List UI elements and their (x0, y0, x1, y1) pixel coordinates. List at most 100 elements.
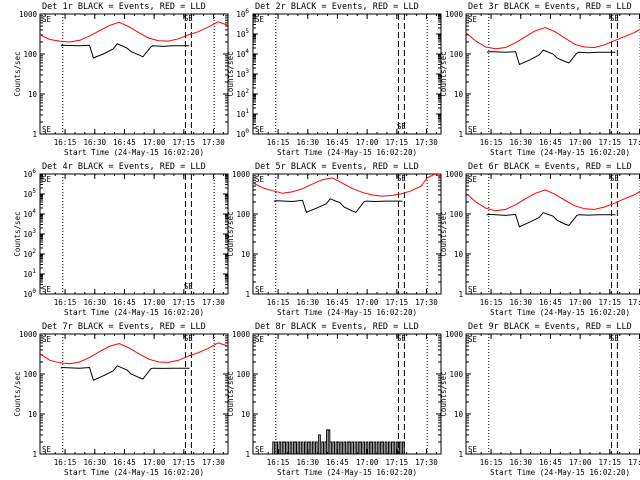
plot-frame (252, 13, 442, 135)
y-axis-label: Counts/sec (226, 371, 235, 416)
y-tick-label: 102 (23, 248, 36, 259)
x-tick-label: 16:15 (267, 138, 290, 147)
lld-series-line (39, 21, 229, 43)
corner-flag-bottom: SE (255, 445, 265, 454)
x-tick-label: 16:15 (267, 458, 290, 467)
events-series-line (272, 429, 408, 455)
corner-flag-bottom: SE (468, 125, 478, 134)
x-tick-label: 17:30 (202, 458, 225, 467)
y-tick-label: 100 (236, 210, 250, 219)
x-tick-label: 17:30 (415, 298, 438, 307)
chart-title: Det 8r BLACK = Events, RED = LLD (255, 322, 419, 332)
se-flag-label: SE (397, 122, 407, 131)
plot-frame (39, 173, 229, 295)
chart-panel: Det 9r BLACK = Events, RED = LLD 1 10 100 10… (439, 322, 640, 477)
y-tick-label: 1000 (232, 330, 251, 339)
corner-flag-top: SE (42, 175, 52, 184)
y-tick-label: 10 (454, 90, 464, 99)
se-flag-label: SE (184, 14, 194, 23)
y-tick-label: 105 (236, 28, 249, 39)
x-axis-label: Start Time (24-May-15 16:02:20) (277, 148, 417, 157)
x-tick-label: 16:30 (296, 138, 319, 147)
y-tick-label: 1 (458, 130, 463, 139)
events-series-line (486, 49, 616, 66)
chart-title: Det 1r BLACK = Events, RED = LLD (42, 2, 206, 12)
y-axis-label: Counts/sec (226, 211, 235, 256)
events-series-line (486, 212, 616, 228)
y-tick-label: 103 (23, 228, 36, 239)
x-tick-label: 16:15 (480, 298, 503, 307)
events-series-line (60, 43, 190, 59)
x-tick-label: 17:00 (143, 138, 166, 147)
corner-flag-top: SE (255, 175, 265, 184)
y-tick-label: 10 (28, 410, 38, 419)
corner-flag-top: SE (42, 15, 52, 24)
corner-flag-bottom: SE (468, 285, 478, 294)
y-tick-label: 100 (236, 370, 250, 379)
y-axis-label: Counts/sec (226, 51, 235, 96)
x-tick-label: 16:45 (113, 458, 136, 467)
x-tick-label: 17:15 (173, 138, 196, 147)
se-flag-label: SE (397, 174, 407, 183)
y-tick-label: 103 (236, 68, 249, 79)
corner-flag-bottom: SE (255, 125, 265, 134)
chart-title: Det 9r BLACK = Events, RED = LLD (468, 322, 632, 332)
y-tick-label: 1000 (445, 10, 464, 19)
x-tick-label: 17:30 (628, 458, 640, 467)
x-axis-label: Start Time (24-May-15 16:02:20) (277, 308, 417, 317)
y-axis-label: Counts/sec (13, 51, 22, 96)
chart-title: Det 7r BLACK = Events, RED = LLD (42, 322, 206, 332)
y-axis-label: Counts/sec (439, 211, 448, 256)
y-axis-label: Counts/sec (13, 371, 22, 416)
lld-series-line (39, 342, 229, 365)
chart-panel: Det 4r BLACK = Events, RED = LLD 100 101 10… (13, 162, 229, 317)
y-tick-label: 100 (23, 370, 37, 379)
events-series-line (273, 198, 403, 213)
y-tick-label: 10 (28, 90, 38, 99)
x-axis-label: Start Time (24-May-15 16:02:20) (64, 468, 204, 477)
y-tick-label: 10 (241, 250, 251, 259)
corner-flag-top: SE (468, 175, 478, 184)
y-tick-label: 1 (32, 130, 37, 139)
x-tick-label: 17:15 (386, 138, 409, 147)
y-tick-label: 100 (449, 210, 463, 219)
y-tick-label: 1 (458, 290, 463, 299)
x-tick-label: 17:30 (628, 298, 640, 307)
x-tick-label: 17:15 (599, 138, 622, 147)
chart-panel: Det 7r BLACK = Events, RED = LLD 1 10 100 10… (13, 322, 229, 477)
x-tick-label: 17:15 (599, 458, 622, 467)
x-tick-label: 17:30 (415, 138, 438, 147)
corner-flag-top: SE (255, 15, 265, 24)
x-tick-label: 16:30 (296, 298, 319, 307)
chart-panel: Det 3r BLACK = Events, RED = LLD 1 10 100 10… (439, 2, 640, 157)
x-axis-label: Start Time (24-May-15 16:02:20) (277, 468, 417, 477)
x-tick-label: 16:30 (83, 138, 106, 147)
x-tick-label: 16:15 (267, 298, 290, 307)
y-tick-label: 105 (23, 188, 36, 199)
corner-flag-top: SE (255, 335, 265, 344)
se-flag-label: SE (397, 334, 407, 343)
corner-flag-top: SE (468, 15, 478, 24)
y-axis-label: Counts/sec (439, 51, 448, 96)
x-tick-label: 17:00 (143, 458, 166, 467)
x-tick-label: 16:45 (113, 138, 136, 147)
x-tick-label: 17:00 (356, 138, 379, 147)
se-flag-label: SE (184, 282, 194, 291)
x-tick-label: 16:30 (296, 458, 319, 467)
x-tick-label: 17:15 (599, 298, 622, 307)
y-tick-label: 1000 (19, 330, 38, 339)
y-axis-label: Counts/sec (439, 371, 448, 416)
x-tick-label: 16:45 (539, 298, 562, 307)
x-axis-label: Start Time (24-May-15 16:02:20) (490, 468, 630, 477)
plot-frame (465, 173, 640, 295)
x-tick-label: 17:15 (386, 298, 409, 307)
x-tick-label: 17:00 (356, 458, 379, 467)
x-tick-label: 16:15 (480, 458, 503, 467)
y-tick-label: 101 (23, 268, 36, 279)
x-tick-label: 16:30 (509, 458, 532, 467)
chart-panel: Det 8r BLACK = Events, RED = LLD 1 10 100 10… (226, 322, 442, 477)
y-tick-label: 100 (449, 370, 463, 379)
y-tick-label: 1000 (445, 170, 464, 179)
x-axis-label: Start Time (24-May-15 16:02:20) (64, 308, 204, 317)
